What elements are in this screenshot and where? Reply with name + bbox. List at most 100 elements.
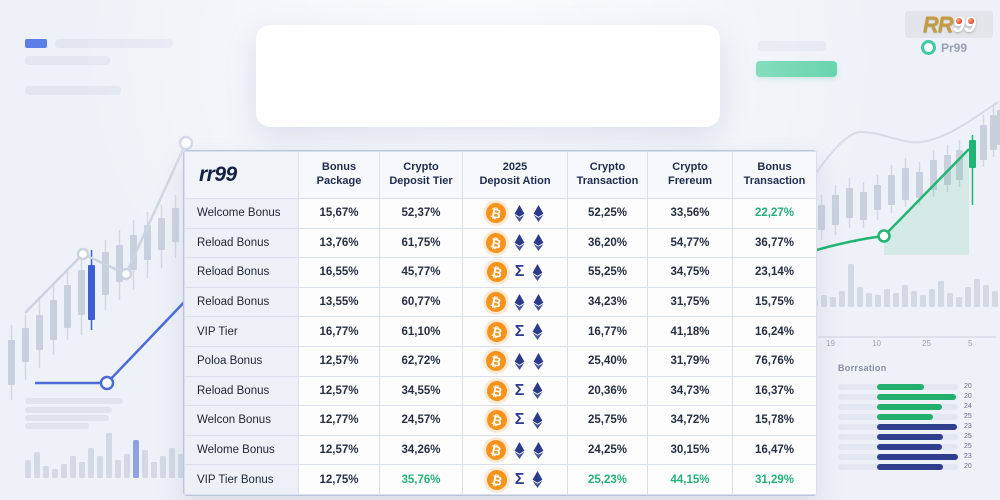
percent-cell: 34,23%: [567, 286, 648, 318]
percent-cell: 16,55%: [298, 257, 380, 288]
axis-tick-label: 19: [826, 339, 835, 348]
crypto-icons-cell: ₿: [462, 345, 568, 377]
row-label: Welcon Bonus: [184, 405, 299, 436]
green-trend-marker: [877, 229, 891, 243]
percent-cell: 24,25%: [567, 434, 648, 466]
bitcoin-icon: ₿: [484, 378, 509, 403]
bonus-table-grid: rr99 Bonus Package Crypto Deposit Tier 202…: [184, 151, 817, 495]
percent-cell: 16,37%: [732, 375, 817, 407]
row-label: Welcome Bonus: [184, 198, 299, 229]
volume-bars: [25, 433, 184, 478]
teal-pill: [756, 61, 837, 77]
table-row: VIP Tier 16,77% 61,10% ₿ Σ 16,77% 41,18% 16,24%: [184, 316, 817, 347]
volume-bars: [812, 264, 998, 307]
percent-cell: 13,76%: [298, 227, 380, 259]
bar-row: 20: [838, 462, 993, 472]
ethereum-icon: [533, 234, 544, 252]
bar-value: 20: [964, 383, 972, 390]
percent-cell: 16,77%: [298, 316, 380, 347]
column-header: Bonus Package: [298, 151, 380, 199]
crypto-icons-cell: ₿ Σ: [462, 464, 568, 495]
trend-marker: [178, 135, 194, 151]
bar-row: 25: [838, 412, 993, 422]
bar-fill: [877, 404, 942, 410]
ethereum-icon: [514, 352, 525, 370]
percent-cell: 55,25%: [567, 257, 648, 288]
bar-rows: 20 20 24 25 23 25 25 23 20: [838, 382, 993, 472]
ethereum-icon: [532, 263, 543, 281]
percent-cell: 34,26%: [379, 434, 463, 466]
bar-value: 25: [964, 413, 972, 420]
bar-value: 25: [964, 443, 972, 450]
bar-value: 20: [964, 393, 972, 400]
bitcoin-icon: ₿: [484, 260, 509, 285]
percent-cell: 16,47%: [732, 434, 817, 466]
bar-fill: [877, 424, 957, 430]
skeleton-bar: [758, 41, 826, 51]
top-banner-card: [256, 25, 720, 127]
gray-curve-line: [809, 101, 999, 183]
row-label: Welome Bonus: [184, 434, 299, 466]
percent-cell: 33,56%: [647, 198, 733, 229]
table-brand: rr99: [184, 151, 299, 199]
borrsation-chart: Borrsation 20 20 24 25 23 25 25 23 20: [838, 363, 993, 472]
ethereum-icon: [533, 293, 544, 311]
row-label: Reload Bonus: [184, 286, 299, 318]
ethereum-icon: [533, 352, 544, 370]
table-header-row: rr99 Bonus Package Crypto Deposit Tier 202…: [184, 151, 817, 199]
percent-cell: 31,29%: [732, 464, 817, 495]
bar-row: 24: [838, 402, 993, 412]
bar-fill: [877, 394, 956, 400]
bitcoin-icon: ₿: [484, 290, 508, 314]
percent-cell: 54,77%: [647, 227, 733, 259]
bar-value: 23: [964, 423, 972, 430]
percent-cell: 52,25%: [567, 198, 648, 229]
percent-cell: 25,75%: [567, 405, 648, 436]
percent-cell: 12,57%: [298, 434, 380, 466]
rr99-logo: RR 99: [905, 11, 993, 38]
column-header: Crypto Frereum: [647, 151, 733, 199]
bar-fill: [877, 454, 958, 460]
percent-cell: 31,79%: [647, 345, 733, 377]
bar-row: 23: [838, 452, 993, 462]
candlesticks: [818, 100, 1000, 240]
bitcoin-icon: ₿: [484, 467, 509, 492]
ethereum-icon: [532, 382, 543, 400]
ethereum-icon: [514, 293, 525, 311]
sigma-icon: Σ: [514, 322, 525, 340]
left-candlestick-chart: [8, 135, 301, 478]
pr99-badge: Pr99: [921, 40, 967, 55]
percent-cell: 12,57%: [298, 345, 380, 377]
percent-cell: 20,36%: [567, 375, 648, 407]
sigma-icon: Σ: [514, 381, 525, 399]
percent-cell: 34,72%: [647, 405, 733, 436]
percent-cell: 16,24%: [732, 316, 817, 347]
bar-fill: [877, 434, 943, 440]
skeleton-bar: [55, 39, 173, 48]
percent-cell: 41,18%: [647, 316, 733, 347]
table-row: Reload Bonus 16,55% 45,77% ₿ Σ 55,25% 34,75% 23…: [184, 257, 817, 288]
sigma-icon: Σ: [514, 411, 525, 429]
sigma-icon: Σ: [514, 263, 525, 281]
percent-cell: 62,72%: [379, 345, 463, 377]
candlesticks: [8, 195, 179, 400]
ethereum-icon: [532, 323, 543, 341]
chart-title: Borrsation: [838, 363, 887, 373]
percent-cell: 34,75%: [647, 257, 733, 288]
percent-cell: 25,40%: [567, 345, 648, 377]
percent-cell: 45,77%: [379, 257, 463, 288]
sigma-icon: Σ: [514, 470, 525, 488]
percent-cell: 15,78%: [732, 405, 817, 436]
bitcoin-icon: ₿: [484, 231, 508, 255]
bar-row: 23: [838, 422, 993, 432]
bitcoin-icon: ₿: [484, 349, 508, 374]
row-label: VIP Tier: [184, 316, 299, 347]
blue-trend-marker: [99, 375, 115, 391]
table-row: VIP Tier Bonus 12,75% 35,76% ₿ Σ 25,23% 44,15%…: [184, 464, 817, 495]
percent-cell: 60,77%: [379, 286, 463, 318]
crypto-icons-cell: ₿ Σ: [462, 405, 568, 436]
percent-cell: 22,27%: [732, 198, 817, 229]
crypto-icons-cell: ₿ Σ: [462, 257, 568, 288]
bar-fill: [877, 464, 943, 470]
bar-value: 20: [964, 463, 972, 470]
